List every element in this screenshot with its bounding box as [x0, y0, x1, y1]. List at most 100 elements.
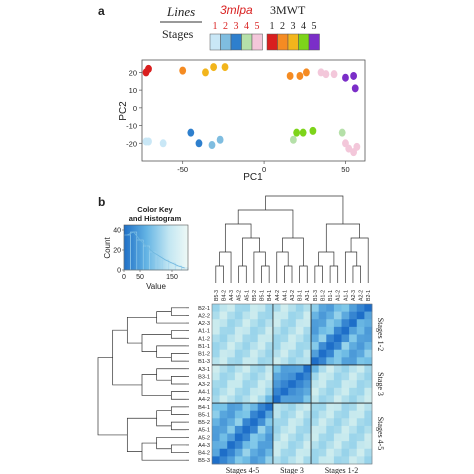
heatmap-cell	[295, 425, 304, 434]
column-label-0: B5-3	[214, 290, 220, 301]
heatmap-cell	[349, 334, 358, 343]
column-label-13: B1-3	[313, 290, 319, 301]
heatmap-cell	[280, 403, 289, 411]
heatmap-cell	[318, 410, 327, 419]
row-label-9: B3-1	[198, 374, 210, 380]
heatmap-cell	[341, 334, 350, 343]
dendrogram-branch	[350, 237, 369, 280]
heatmap-cell	[364, 334, 373, 343]
heatmap-cell	[257, 349, 266, 358]
legend-mutant-stage-4: 4	[244, 21, 249, 32]
heatmap-cell	[318, 387, 327, 396]
row-label-14: B5-1	[198, 413, 210, 419]
heatmap-cell	[272, 342, 281, 351]
heatmap-cell	[280, 342, 289, 351]
heatmap-cell	[265, 425, 274, 434]
row-labels: B2-1A2-2 A2-3 A1-1A1-2 B1-1 B1-2B1-3 A3-1B3-1…	[198, 306, 210, 464]
legend-wt-stage-1: 1	[270, 21, 275, 32]
dendrogram-branch	[156, 345, 186, 358]
heatmap-cell	[272, 418, 281, 427]
heatmap-cell	[242, 456, 251, 465]
heatmap-cell	[295, 311, 304, 320]
dendrogram-branch	[299, 265, 308, 280]
heatmap-cell	[288, 433, 297, 442]
heatmap-cell	[333, 425, 342, 434]
heatmap-cell	[265, 403, 274, 411]
color-key-xtick-label: 50	[136, 274, 144, 281]
heatmap-cell	[364, 326, 373, 335]
heatmap-cell	[295, 441, 304, 450]
dendrogram-branch	[237, 209, 294, 238]
heatmap-cell	[326, 418, 335, 427]
row-label-8: A3-1	[198, 367, 210, 373]
heatmap-cell	[280, 311, 289, 320]
heatmap-cell	[280, 456, 289, 465]
heatmap-cell	[311, 448, 319, 457]
heatmap-cell	[356, 456, 365, 465]
heatmap-cell	[303, 319, 312, 328]
heatmap-frame	[211, 303, 373, 465]
heatmap-cell	[326, 433, 335, 442]
heatmap-cell	[212, 448, 220, 457]
heatmap-cell	[341, 311, 350, 320]
legend-mutant-swatch-1	[209, 33, 221, 51]
heatmap-cell	[242, 311, 251, 320]
pca-ytick-label: 10	[129, 86, 137, 95]
heatmap-cell	[303, 342, 312, 351]
heatmap-cell	[242, 342, 251, 351]
heatmap-cell	[349, 326, 358, 335]
heatmap-cell	[341, 448, 350, 457]
pca-point-14	[351, 84, 359, 93]
heatmap-cell	[311, 418, 319, 427]
heatmap-cell	[280, 372, 289, 381]
heatmap-cell	[219, 403, 228, 411]
heatmap-cell	[272, 387, 281, 396]
heatmap-cell	[250, 433, 259, 442]
heatmap-cell	[272, 433, 281, 442]
dendrogram-branch	[242, 237, 260, 266]
heatmap-cell	[356, 334, 365, 343]
heatmap-cell	[227, 319, 236, 328]
heatmap-cell	[318, 334, 327, 343]
heatmap-cell	[295, 372, 304, 381]
heatmap-cell	[295, 403, 304, 411]
row-label-15: B5-2	[198, 420, 210, 426]
dendrogram-branch	[170, 307, 186, 316]
heatmap-cell	[288, 418, 297, 427]
heatmap-cell	[341, 380, 350, 389]
heatmap-cell	[356, 349, 365, 358]
heatmap-cell	[295, 334, 304, 343]
heatmap-cell	[318, 326, 327, 335]
color-key-ylabel: Count	[103, 237, 112, 259]
heatmap-cell	[265, 372, 274, 381]
heatmap-cell	[242, 403, 251, 411]
color-key-ytick-label: 20	[113, 248, 121, 255]
heatmap-cell	[250, 319, 259, 328]
heatmap-cell	[242, 334, 251, 343]
heatmap-cell	[227, 387, 236, 396]
column-label-15: B1-1	[328, 290, 334, 301]
heatmap-cell	[265, 395, 274, 404]
heatmap-cell	[280, 364, 289, 373]
heatmap-cell	[303, 357, 312, 366]
dendrogram-branch	[325, 223, 360, 252]
column-label-16: A1-2	[336, 290, 342, 301]
heatmap-cell	[364, 456, 373, 465]
heatmap-cell	[212, 342, 220, 351]
heatmap-cell	[272, 410, 281, 419]
heatmap-cell	[303, 448, 312, 457]
heatmap-cell	[326, 380, 335, 389]
dendrogram-branch	[219, 251, 232, 280]
heatmap-cell	[265, 410, 274, 419]
heatmap-cell	[341, 395, 350, 404]
heatmap-cell	[364, 403, 373, 411]
heatmap-right-annotation-0: Stages 1-2	[376, 318, 385, 352]
heatmap-cell	[250, 349, 259, 358]
heatmap-cell	[272, 425, 281, 434]
column-label-10: A3-2	[290, 290, 296, 301]
heatmap-cell	[318, 395, 327, 404]
heatmap-cell	[295, 319, 304, 328]
heatmap-cell	[234, 425, 243, 434]
heatmap-cell	[250, 418, 259, 427]
